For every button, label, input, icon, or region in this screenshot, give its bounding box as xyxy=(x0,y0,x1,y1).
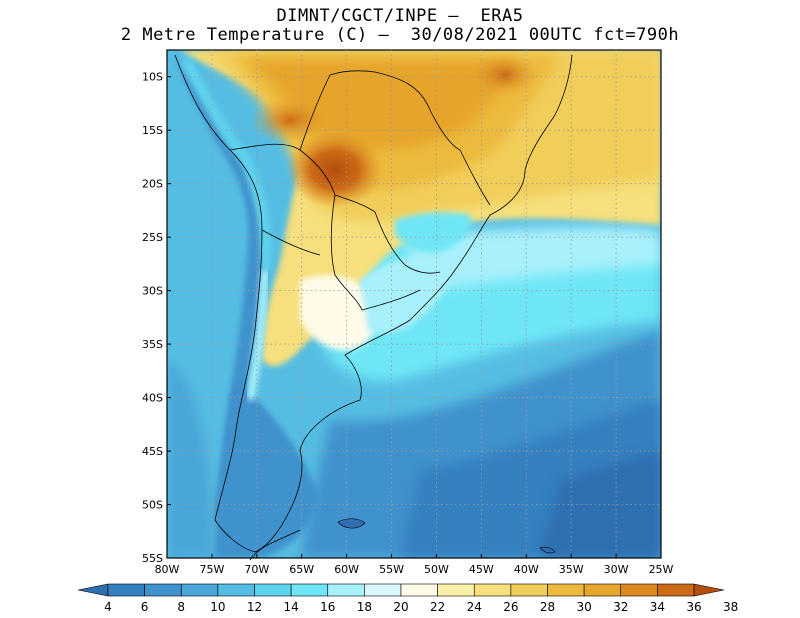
latitude-labels: 10S 15S 20S 25S 30S 35S 40S 45S 50S 55S xyxy=(142,71,163,565)
lat-tick-label: 15S xyxy=(142,124,163,137)
lon-tick-label: 70W xyxy=(244,563,269,576)
colorbar-segment xyxy=(473,583,512,597)
colorbar-segment xyxy=(180,583,219,597)
map-frame xyxy=(166,49,662,559)
colorbar-label: 38 xyxy=(723,600,738,614)
colorbar-segment xyxy=(583,583,622,597)
colorbar-segment xyxy=(437,583,475,597)
colorbar-label: 34 xyxy=(650,600,665,614)
lat-tick-label: 45S xyxy=(142,445,163,458)
colorbar-label: 20 xyxy=(393,600,408,614)
south-georgia xyxy=(539,546,556,554)
colorbar-segment xyxy=(217,583,255,597)
colorbar-labels: 4 6 8 10 12 14 16 18 20 22 24 26 28 30 32 34 36 38 xyxy=(104,600,738,614)
lon-tick-label: 25W xyxy=(649,563,674,576)
colorbar-label: 26 xyxy=(503,600,518,614)
colorbar-segment xyxy=(364,583,402,597)
colorbar xyxy=(77,583,725,597)
lon-tick-label: 40W xyxy=(514,563,539,576)
temperature-field xyxy=(167,50,661,558)
colorbar-segment xyxy=(327,583,365,597)
colorbar-segment xyxy=(107,583,145,597)
colorbar-segment xyxy=(290,583,329,597)
lat-tick-label: 10S xyxy=(142,71,163,84)
chart-title-line2: 2 Metre Temperature (C) – 30/08/2021 00U… xyxy=(120,25,680,45)
colorbar-segment xyxy=(144,583,182,597)
lon-tick-label: 45W xyxy=(469,563,494,576)
lat-tick-label: 40S xyxy=(142,392,163,405)
lon-tick-label: 55W xyxy=(379,563,404,576)
colorbar-label: 32 xyxy=(613,600,628,614)
lat-tick-label: 55S xyxy=(142,552,163,565)
lon-tick-label: 75W xyxy=(199,563,224,576)
colorbar-segment xyxy=(620,583,658,597)
colorbar-segment xyxy=(77,583,109,597)
lat-tick-label: 25S xyxy=(142,231,163,244)
lat-tick-label: 20S xyxy=(142,178,163,191)
colorbar-label: 6 xyxy=(141,600,149,614)
colorbar-segment xyxy=(693,583,725,597)
colorbar-label: 18 xyxy=(357,600,372,614)
lon-tick-label: 35W xyxy=(559,563,584,576)
colorbar-segment xyxy=(510,583,548,597)
coastline-borders xyxy=(174,54,573,561)
lat-tick-label: 50S xyxy=(142,499,163,512)
lon-tick-label: 65W xyxy=(289,563,314,576)
chart-title-line1: DIMNT/CGCT/INPE – ERA5 xyxy=(276,6,524,26)
colorbar-segment xyxy=(547,583,585,597)
colorbar-label: 30 xyxy=(576,600,591,614)
colorbar-label: 10 xyxy=(210,600,225,614)
lat-tick-label: 35S xyxy=(142,338,163,351)
colorbar-segment xyxy=(254,583,292,597)
lon-tick-label: 80W xyxy=(155,563,180,576)
colorbar-label: 22 xyxy=(430,600,445,614)
colorbar-label: 4 xyxy=(104,600,112,614)
longitude-labels: 80W 75W 70W 65W 60W 55W 50W 45W 40W 35W 30W 25W xyxy=(155,563,674,576)
colorbar-label: 12 xyxy=(247,600,262,614)
colorbar-label: 24 xyxy=(467,600,482,614)
colorbar-label: 16 xyxy=(320,600,335,614)
colorbar-label: 14 xyxy=(283,600,298,614)
lat-tick-label: 30S xyxy=(142,285,163,298)
lon-tick-label: 50W xyxy=(424,563,449,576)
lon-tick-label: 30W xyxy=(604,563,629,576)
colorbar-segment xyxy=(400,583,438,597)
colorbar-segment xyxy=(657,583,695,597)
colorbar-label: 8 xyxy=(177,600,185,614)
falkland-islands xyxy=(337,518,366,529)
colorbar-label: 36 xyxy=(686,600,701,614)
colorbar-label: 28 xyxy=(540,600,555,614)
lon-tick-label: 60W xyxy=(334,563,359,576)
